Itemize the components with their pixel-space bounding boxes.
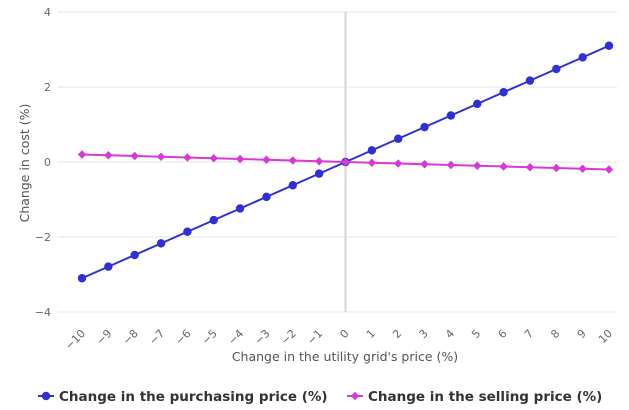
legend-item[interactable]: Change in the purchasing price (%) (38, 389, 328, 405)
data-point[interactable] (446, 111, 456, 120)
data-point[interactable] (288, 156, 297, 165)
x-tick-label: −6 (173, 327, 194, 348)
series-layer (77, 41, 614, 283)
x-tick-label: −8 (120, 327, 141, 348)
x-tick-label: −7 (147, 327, 168, 348)
legend-label: Change in the purchasing price (%) (59, 389, 328, 405)
x-tick-label: 6 (496, 327, 510, 341)
legend-marker (350, 391, 360, 401)
data-point[interactable] (420, 122, 429, 132)
x-tick-label: −1 (305, 327, 326, 348)
x-tick-label: −3 (252, 327, 273, 348)
data-point[interactable] (473, 161, 482, 170)
data-point[interactable] (209, 154, 218, 163)
data-point[interactable] (552, 163, 561, 173)
x-tick-label: −9 (94, 327, 115, 348)
data-point[interactable] (104, 151, 113, 160)
data-point[interactable] (552, 64, 561, 74)
x-tick-label: 9 (575, 327, 589, 341)
x-tick-label: −2 (278, 327, 299, 348)
data-point[interactable] (183, 227, 192, 236)
data-point[interactable] (314, 157, 324, 166)
data-point[interactable] (420, 160, 429, 169)
data-point[interactable] (130, 151, 139, 161)
data-point[interactable] (183, 153, 192, 162)
data-point[interactable] (262, 155, 271, 164)
data-point[interactable] (77, 274, 87, 283)
x-tick-label: 3 (417, 327, 431, 341)
x-tick-label: 5 (469, 327, 483, 341)
legend-label: Change in the selling price (%) (368, 389, 602, 405)
y-tick-label: 4 (44, 6, 51, 19)
data-point[interactable] (394, 134, 403, 143)
data-point[interactable] (209, 215, 218, 225)
x-tick-label: −5 (199, 327, 220, 348)
data-point[interactable] (314, 169, 324, 178)
x-tick-label: 10 (596, 327, 615, 346)
y-tick-label: −2 (35, 231, 51, 244)
data-point[interactable] (235, 154, 245, 164)
data-point[interactable] (446, 160, 456, 170)
data-point[interactable] (394, 159, 403, 168)
data-point[interactable] (578, 53, 587, 62)
data-point[interactable] (341, 157, 350, 167)
y-tick-label: 0 (44, 156, 51, 169)
data-point[interactable] (604, 165, 614, 174)
data-point[interactable] (262, 192, 271, 202)
y-tick-label: 2 (44, 81, 51, 94)
data-point[interactable] (156, 152, 166, 161)
data-point[interactable] (499, 88, 508, 97)
legend-item[interactable]: Change in the selling price (%) (347, 389, 602, 405)
data-point[interactable] (473, 99, 482, 109)
data-point[interactable] (499, 162, 508, 171)
x-tick-label: 1 (364, 327, 378, 341)
data-point[interactable] (578, 164, 587, 173)
data-point[interactable] (604, 41, 614, 50)
y-tick-labels: 4 2 0 −2 −4 (35, 6, 51, 319)
x-axis-title: Change in the utility grid's price (%) (232, 349, 458, 364)
x-tick-label: −4 (226, 327, 247, 348)
data-point[interactable] (235, 204, 245, 213)
legend[interactable]: Change in the purchasing price (%) Change… (38, 389, 602, 405)
data-point[interactable] (130, 250, 139, 260)
data-point[interactable] (288, 181, 297, 190)
data-point[interactable] (156, 239, 166, 248)
data-point[interactable] (104, 262, 113, 271)
data-point[interactable] (367, 158, 377, 167)
data-point[interactable] (525, 163, 535, 172)
series-2 (77, 150, 614, 174)
y-tick-label: −4 (35, 306, 51, 319)
data-point[interactable] (367, 146, 377, 155)
x-tick-label: −10 (63, 327, 89, 353)
x-tick-label: 7 (522, 327, 536, 341)
data-point[interactable] (525, 76, 535, 85)
x-tick-label: 8 (548, 327, 562, 341)
x-tick-label: 4 (443, 327, 457, 341)
y-axis-title: Change in cost (%) (17, 104, 32, 223)
legend-marker (41, 391, 51, 401)
x-tick-label: 0 (337, 327, 351, 341)
data-point[interactable] (77, 150, 87, 159)
x-tick-label: 2 (390, 327, 404, 341)
